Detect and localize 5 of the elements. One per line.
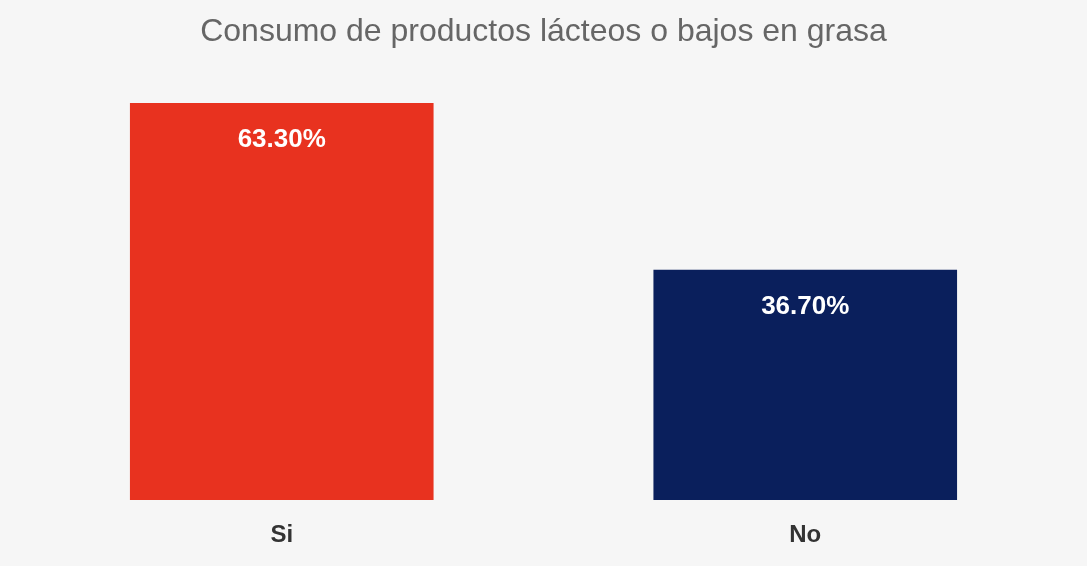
data-label: 36.70% (761, 289, 850, 320)
x-tick-label: No (789, 519, 822, 547)
data-label: 63.30% (237, 123, 326, 153)
chart-title: Consumo de productos lácteos o bajos en grasa (200, 12, 888, 48)
x-tick-label: Si (270, 519, 294, 547)
